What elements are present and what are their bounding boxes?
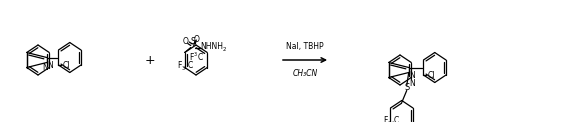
Text: 3: 3 [388,121,391,122]
Text: CH₃CN: CH₃CN [292,68,318,77]
Text: 2: 2 [223,47,226,52]
Text: N: N [410,71,415,81]
Text: F: F [383,116,388,122]
Text: F: F [178,61,182,70]
Text: NaI, TBHP: NaI, TBHP [286,41,324,51]
Text: C: C [394,116,399,122]
Text: F: F [189,52,194,61]
Text: N: N [48,61,53,71]
Text: S: S [190,37,196,46]
Text: 3: 3 [182,66,185,71]
Text: O: O [194,35,200,44]
Text: S: S [404,83,409,92]
Text: N: N [43,63,48,72]
Text: NHNH: NHNH [201,42,224,51]
Text: +: + [144,54,155,66]
Text: Cl: Cl [428,71,435,80]
Text: N: N [409,78,415,87]
Text: Cl: Cl [62,61,70,70]
Text: C: C [188,61,193,70]
Text: 3: 3 [194,52,197,57]
Text: O: O [183,37,189,46]
Text: C: C [198,52,203,61]
